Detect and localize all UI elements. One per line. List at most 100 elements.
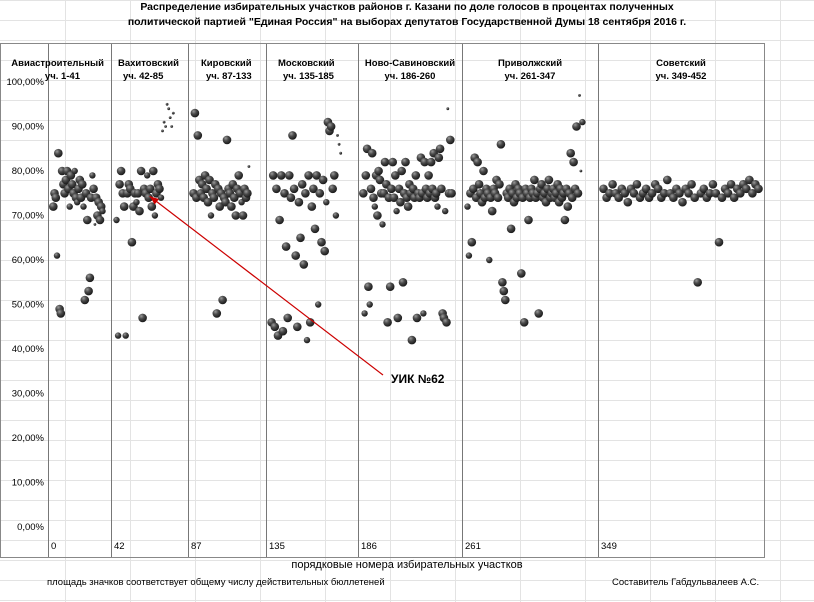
data-point	[660, 189, 669, 198]
data-point	[684, 189, 693, 198]
data-point	[136, 166, 146, 176]
y-tick-label: 20,00%	[12, 433, 45, 444]
data-point	[729, 193, 739, 202]
data-point	[496, 140, 506, 149]
data-point	[293, 322, 302, 332]
data-point	[632, 180, 642, 189]
data-point	[171, 111, 175, 115]
data-point	[579, 169, 583, 173]
footnote-legend: площадь значков соответствует общему чис…	[47, 577, 385, 588]
data-point	[281, 242, 291, 251]
data-point	[138, 313, 147, 323]
data-point	[599, 184, 608, 194]
data-point	[317, 237, 326, 247]
data-point	[383, 318, 392, 327]
data-point	[736, 189, 745, 198]
data-point	[534, 309, 543, 318]
data-point	[309, 184, 318, 194]
data-point	[193, 131, 203, 140]
data-point	[157, 194, 165, 201]
plot-frame	[0, 43, 765, 558]
data-point	[93, 223, 97, 226]
data-point	[572, 122, 581, 131]
data-point	[473, 157, 482, 167]
y-tick-label: 60,00%	[12, 255, 45, 266]
chart-title-line-2: политической партией "Единая Россия" на …	[127, 16, 687, 28]
data-point	[442, 318, 451, 327]
data-point	[312, 171, 321, 180]
data-point	[283, 313, 293, 323]
data-point	[149, 166, 158, 176]
data-point	[144, 193, 153, 202]
data-point	[268, 171, 278, 180]
data-point	[304, 171, 313, 180]
data-point	[396, 197, 405, 207]
data-point	[299, 260, 309, 269]
data-point	[332, 212, 340, 219]
data-point	[285, 171, 294, 180]
data-point	[296, 233, 305, 243]
data-point	[361, 171, 371, 180]
data-point	[566, 148, 575, 158]
data-point	[288, 131, 297, 140]
y-tick-label: 10,00%	[12, 478, 45, 489]
data-point	[218, 295, 227, 305]
panel-district-name: Кировский	[201, 58, 252, 69]
data-point	[614, 193, 623, 202]
panel-district-name: Приволжский	[498, 58, 562, 69]
data-point	[89, 184, 98, 194]
data-point	[155, 184, 164, 194]
footnote-author: Составитель Габдульвалеев А.С.	[612, 577, 760, 588]
data-point	[465, 252, 473, 259]
data-point	[78, 180, 87, 189]
data-point	[330, 171, 339, 180]
data-point	[647, 189, 657, 198]
data-point	[530, 175, 539, 185]
data-point	[51, 193, 61, 202]
data-point	[202, 184, 211, 194]
data-point	[366, 301, 373, 308]
data-point	[119, 202, 129, 211]
y-tick-label: 70,00%	[12, 211, 45, 222]
data-point	[243, 189, 252, 198]
data-point	[280, 189, 289, 198]
data-point	[675, 189, 684, 198]
data-point	[723, 189, 733, 198]
data-point	[95, 215, 105, 225]
data-point	[412, 313, 422, 323]
data-point	[80, 203, 87, 210]
x-start-label: 349	[601, 541, 617, 552]
data-point	[89, 172, 96, 179]
annotation-arrow-line	[149, 195, 384, 376]
data-point	[578, 94, 581, 97]
data-point	[315, 301, 322, 308]
data-point	[359, 189, 368, 198]
data-point	[307, 202, 317, 211]
panel-district-name: Ново-Савиновский	[365, 58, 455, 69]
data-point	[71, 167, 78, 175]
data-point	[407, 335, 417, 345]
data-point	[474, 180, 484, 189]
data-point	[693, 278, 702, 287]
data-point	[569, 157, 578, 167]
data-point	[326, 122, 336, 131]
data-point	[364, 282, 373, 292]
data-point	[113, 216, 120, 224]
data-point	[297, 180, 307, 189]
data-point	[366, 184, 376, 194]
data-point	[387, 184, 396, 194]
data-point	[328, 184, 338, 194]
data-point	[147, 202, 157, 211]
data-point	[67, 180, 77, 189]
panel-district-name: Авиастроительный	[11, 58, 104, 69]
data-point	[56, 309, 66, 318]
data-point	[389, 193, 399, 202]
data-point	[222, 135, 232, 145]
data-point	[726, 180, 736, 189]
data-point	[420, 310, 427, 317]
data-point	[745, 175, 754, 185]
data-point	[320, 246, 330, 256]
data-point	[339, 151, 343, 155]
data-point	[434, 153, 444, 162]
data-point	[375, 175, 385, 185]
